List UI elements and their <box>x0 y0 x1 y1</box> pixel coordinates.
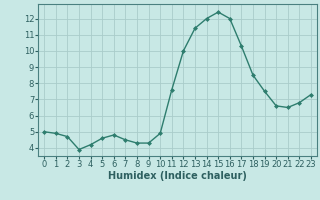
X-axis label: Humidex (Indice chaleur): Humidex (Indice chaleur) <box>108 171 247 181</box>
